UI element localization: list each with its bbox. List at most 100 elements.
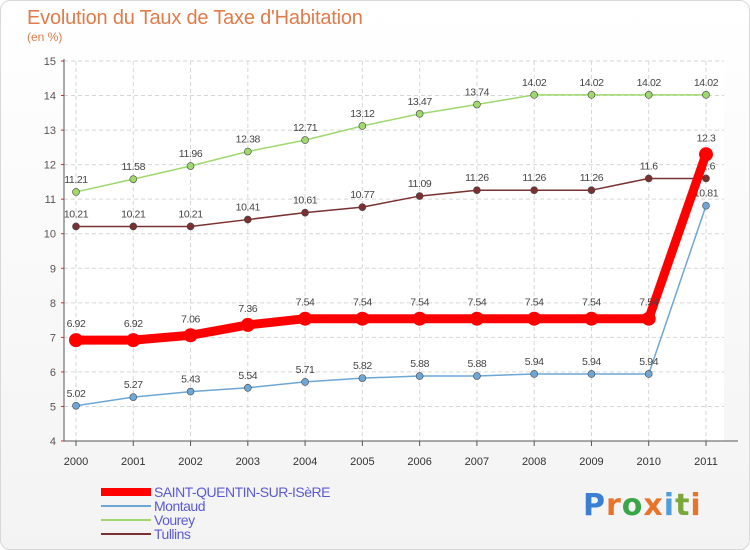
legend-label-montaud: Montaud: [154, 498, 205, 514]
x-tick-label: 2007: [465, 456, 489, 468]
data-label-montaud: 5.94: [582, 356, 601, 368]
data-point-tullins: [415, 192, 424, 200]
y-tick-label: 13: [44, 125, 56, 137]
legend-swatch-montaud: [101, 505, 151, 507]
series-line-tullins: [75, 177, 707, 228]
data-label-vourey: 14.02: [694, 77, 719, 89]
y-tick-label: 5: [50, 401, 56, 413]
data-label-montaud: 5.88: [467, 358, 486, 370]
data-point-saint-quentin-sur-is-re: [412, 311, 427, 326]
data-point-tullins: [644, 174, 653, 183]
legend-label-vourey: Vourey: [154, 512, 195, 528]
legend-label-saint-quentin: SAINT-QUENTIN-SUR-ISèRE: [154, 484, 330, 500]
y-tick-label: 11: [45, 194, 56, 206]
data-point-saint-quentin-sur-is-re: [527, 311, 542, 326]
data-point-montaud: [473, 372, 481, 380]
data-label-vourey: 11.21: [64, 174, 88, 186]
data-label-montaud: 5.54: [238, 370, 257, 382]
data-label-saint-quentin-sur-is-re: 7.54: [353, 297, 372, 309]
data-point-saint-quentin-sur-is-re: [298, 311, 313, 326]
data-point-saint-quentin-sur-is-re: [641, 311, 656, 326]
chart-subtitle: (en %): [27, 30, 63, 44]
data-point-vourey: [702, 91, 710, 99]
x-tick-label: 2005: [350, 456, 374, 468]
data-label-vourey: 12.71: [293, 122, 318, 134]
data-point-tullins: [244, 215, 252, 224]
data-point-tullins: [358, 203, 367, 211]
data-point-vourey: [244, 147, 252, 156]
series-line-vourey: [75, 94, 707, 193]
data-label-tullins: 11.09: [408, 178, 432, 190]
data-label-saint-quentin-sur-is-re: 6.92: [124, 318, 143, 330]
data-point-saint-quentin-sur-is-re: [126, 333, 141, 348]
data-label-saint-quentin-sur-is-re: 7.54: [582, 297, 601, 309]
y-tick-label: 7: [50, 332, 56, 344]
x-tick-label: 2004: [293, 456, 317, 468]
logo-letter: i: [663, 488, 676, 523]
data-label-saint-quentin-sur-is-re: 12.3: [697, 132, 716, 144]
data-point-tullins: [587, 186, 596, 194]
data-point-montaud: [415, 372, 424, 380]
data-label-saint-quentin-sur-is-re: 7.54: [410, 297, 429, 309]
x-tick-label: 2010: [636, 456, 660, 468]
data-label-saint-quentin-sur-is-re: 7.54: [296, 297, 315, 309]
data-label-vourey: 14.02: [579, 77, 604, 89]
legend-swatch-vourey: [101, 519, 151, 521]
logo-letter: r: [606, 488, 622, 523]
data-label-montaud: 5.94: [525, 356, 544, 368]
data-label-saint-quentin-sur-is-re: 7.54: [467, 297, 486, 309]
data-label-saint-quentin-sur-is-re: 7.36: [238, 303, 257, 315]
series-line-saint-quentin-sur-is-re: [71, 149, 711, 345]
data-label-tullins: 11.26: [580, 172, 604, 184]
data-point-saint-quentin-sur-is-re: [240, 317, 255, 332]
data-label-montaud: 5.27: [124, 379, 143, 391]
logo-letter: t: [675, 488, 691, 523]
data-point-montaud: [301, 378, 309, 386]
data-point-montaud: [358, 374, 367, 382]
data-point-montaud: [186, 387, 195, 396]
data-label-tullins: 10.77: [350, 189, 375, 201]
legend-swatch-tullins: [101, 533, 151, 535]
data-point-montaud: [129, 393, 138, 401]
x-tick-label: 2002: [178, 456, 202, 468]
x-tick-label: 2009: [579, 456, 603, 468]
data-point-vourey: [129, 175, 138, 183]
y-tick-label: 8: [50, 298, 56, 310]
data-point-tullins: [473, 186, 481, 194]
y-tick-label: 9: [50, 263, 56, 275]
y-tick-label: 12: [44, 160, 56, 172]
data-label-montaud: 5.43: [181, 374, 200, 386]
data-label-saint-quentin-sur-is-re: 6.92: [67, 318, 86, 330]
x-tick-label: 2008: [522, 456, 546, 468]
logo-letter: P: [583, 488, 606, 523]
legend-swatch-saint-quentin: [101, 488, 151, 496]
logo-letter: i: [690, 488, 702, 523]
data-point-vourey: [473, 100, 481, 109]
data-label-tullins: 10.21: [121, 208, 146, 220]
data-point-saint-quentin-sur-is-re: [355, 311, 370, 326]
x-tick-label: 2000: [64, 456, 88, 468]
data-label-vourey: 12.38: [236, 134, 261, 146]
data-label-tullins: 10.21: [64, 208, 89, 220]
data-label-vourey: 14.02: [637, 77, 662, 89]
x-tick-label: 2001: [121, 456, 145, 468]
data-point-montaud: [644, 370, 653, 378]
y-tick-label: 14: [44, 91, 56, 103]
data-point-saint-quentin-sur-is-re: [469, 311, 484, 326]
data-point-tullins: [530, 186, 538, 194]
y-tick-label: 10: [44, 229, 56, 241]
data-point-tullins: [186, 222, 195, 231]
data-point-saint-quentin-sur-is-re: [699, 147, 713, 162]
data-point-tullins: [301, 208, 309, 217]
data-point-saint-quentin-sur-is-re: [584, 311, 599, 326]
data-label-montaud: 5.71: [296, 364, 315, 376]
data-point-saint-quentin-sur-is-re: [183, 328, 198, 343]
data-point-tullins: [72, 222, 80, 231]
data-point-saint-quentin-sur-is-re: [69, 333, 83, 348]
data-point-vourey: [530, 91, 538, 99]
data-label-montaud: 5.88: [410, 358, 429, 370]
data-point-tullins: [129, 222, 138, 231]
data-label-vourey: 14.02: [522, 77, 547, 89]
